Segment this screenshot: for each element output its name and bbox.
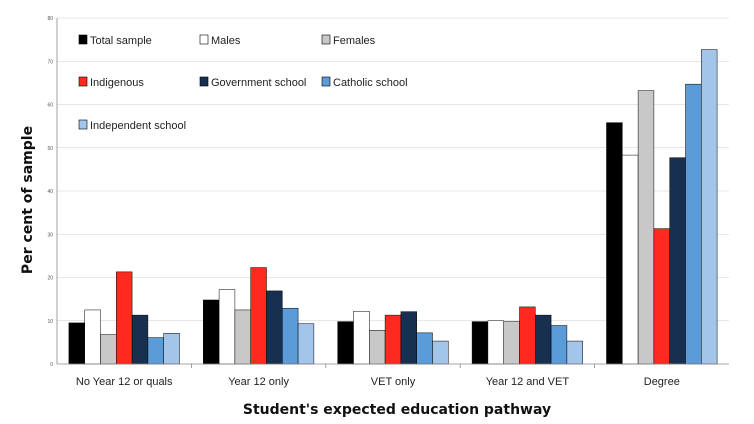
y-tick-label: 10 <box>47 319 53 325</box>
bar <box>100 334 117 365</box>
bar <box>432 340 449 365</box>
x-category-label: Degree <box>644 376 680 388</box>
bar <box>653 228 670 365</box>
y-tick-label: 50 <box>47 146 53 152</box>
bar <box>218 289 236 365</box>
y-axis-title: Per cent of sample <box>20 126 36 274</box>
bar <box>203 299 220 365</box>
legend-swatch <box>199 34 209 45</box>
legend-label: Total sample <box>90 35 152 47</box>
legend-label: Indigenous <box>90 77 144 89</box>
bar <box>163 333 180 365</box>
y-tick-label: 0 <box>50 362 53 368</box>
bar <box>535 314 552 365</box>
bar <box>622 154 639 365</box>
y-tick-label: 60 <box>47 103 53 109</box>
bar <box>550 325 568 365</box>
x-category-label: Year 12 only <box>228 376 289 388</box>
bar <box>566 340 583 365</box>
bar <box>131 314 149 365</box>
x-axis-title: Student's expected education pathway <box>243 402 551 418</box>
legend-swatch <box>321 76 331 87</box>
bar <box>266 290 283 365</box>
x-category-label: No Year 12 or quals <box>76 376 173 388</box>
y-tick-label: 40 <box>47 189 53 195</box>
bar <box>337 321 354 365</box>
bar <box>68 322 85 365</box>
y-axis-ticks: 0 10 20 30 40 50 60 70 80 <box>47 16 53 368</box>
legend-swatch <box>78 119 88 130</box>
legend-label: Females <box>333 35 376 47</box>
bar <box>297 323 315 365</box>
bar <box>147 337 164 365</box>
y-tick-label: 80 <box>47 16 53 22</box>
bar <box>84 309 101 365</box>
bar <box>637 90 655 365</box>
bar <box>487 320 504 365</box>
bar <box>353 310 370 365</box>
legend-swatch <box>199 76 209 87</box>
legend-label: Government school <box>211 77 306 89</box>
bar <box>606 122 623 365</box>
legend-label: Catholic school <box>333 77 408 89</box>
bar <box>369 330 386 365</box>
y-tick-label: 20 <box>47 276 53 282</box>
bar <box>384 314 402 365</box>
legend-label: Males <box>211 35 241 47</box>
legend-swatch <box>321 34 331 45</box>
legend-label: Independent school <box>90 120 186 132</box>
bar <box>471 321 489 365</box>
bar <box>519 306 536 365</box>
legend-swatch <box>78 34 88 45</box>
axes <box>56 18 729 368</box>
y-tick-label: 70 <box>47 59 53 65</box>
x-axis-categories: No Year 12 or quals Year 12 only VET only Y… <box>76 376 680 388</box>
bar <box>503 321 520 365</box>
legend: Total sample Males Females Indigenous Govern… <box>78 34 408 132</box>
bar <box>282 307 299 365</box>
bar <box>669 157 686 365</box>
bars <box>68 49 718 365</box>
bar <box>685 83 702 365</box>
bar <box>416 332 433 365</box>
y-tick-label: 30 <box>47 232 53 238</box>
x-category-label: VET only <box>371 376 416 388</box>
gridlines <box>57 17 729 322</box>
bar <box>234 309 251 365</box>
x-category-label: Year 12 and VET <box>486 376 570 388</box>
bar <box>400 311 417 365</box>
legend-swatch <box>78 76 88 87</box>
bar <box>250 267 267 365</box>
bar <box>116 271 133 365</box>
bar <box>701 49 718 365</box>
